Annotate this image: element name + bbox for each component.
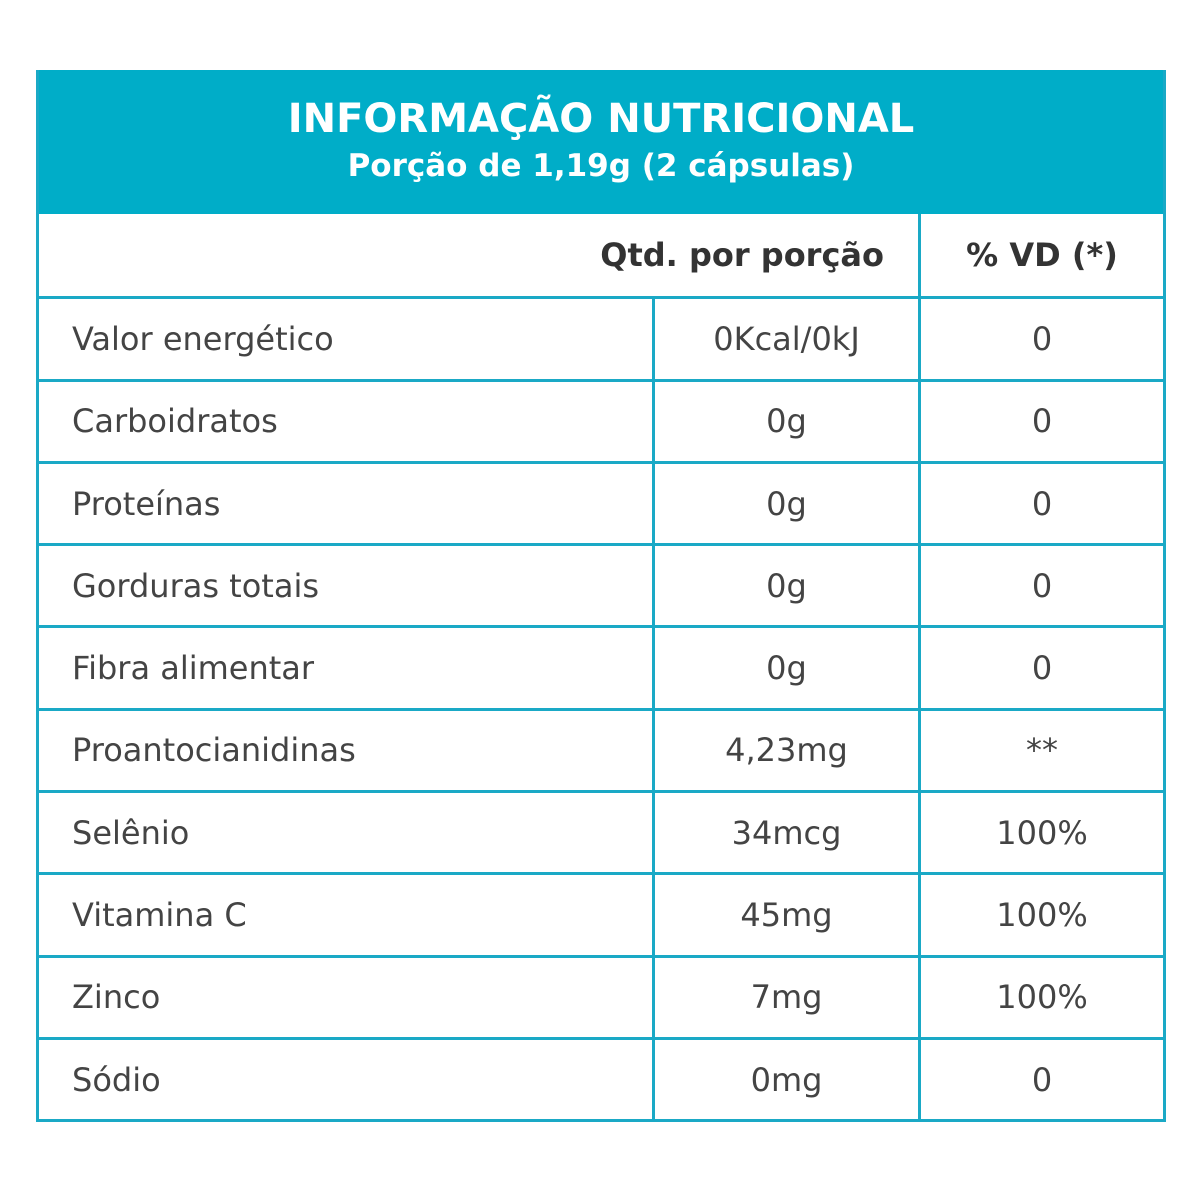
nutrient-name: Carboidratos [72, 402, 278, 441]
table-row: Carboidratos 0g 0 [39, 378, 1163, 461]
nutrient-daily-value: 0 [918, 1039, 1163, 1120]
nutrient-name: Zinco [72, 978, 161, 1017]
nutrient-quantity: 0Kcal/0kJ [652, 299, 918, 379]
nutrient-daily-value: 0 [918, 628, 1163, 708]
nutrient-name: Fibra alimentar [72, 649, 315, 688]
table-row: Fibra alimentar 0g 0 [39, 625, 1163, 708]
nutrient-name: Vitamina C [72, 896, 247, 935]
nutrient-name: Sódio [72, 1060, 161, 1099]
nutrient-quantity: 4,23mg [652, 710, 918, 791]
table-row: Proteínas 0g 0 [39, 460, 1163, 544]
nutrient-daily-value: 0 [918, 381, 1163, 461]
table-header: INFORMAÇÃO NUTRICIONAL Porção de 1,19g (… [39, 70, 1163, 214]
nutrient-quantity: 45mg [652, 875, 918, 955]
table-row: Proantocianidinas 4,23mg ** [39, 707, 1163, 791]
table-row: Selênio 34mcg 100% [39, 790, 1163, 873]
nutrient-quantity: 7mg [652, 957, 918, 1037]
nutrient-daily-value: 100% [918, 957, 1163, 1037]
nutrient-quantity: 0mg [652, 1039, 918, 1120]
table-row: Valor energético 0Kcal/0kJ 0 [39, 296, 1163, 379]
nutrient-daily-value: 100% [918, 793, 1163, 873]
table-row: Gorduras totais 0g 0 [39, 543, 1163, 626]
nutrient-daily-value: 0 [918, 546, 1163, 626]
nutrient-quantity: 34mcg [652, 793, 918, 873]
nutrient-quantity: 0g [652, 381, 918, 461]
nutrient-name: Valor energético [72, 319, 334, 358]
serving-size: Porção de 1,19g (2 cápsulas) [347, 148, 855, 184]
column-header-vd: % VD (*) [918, 214, 1163, 297]
table-title: INFORMAÇÃO NUTRICIONAL [287, 96, 915, 142]
table-row: Sódio 0mg 0 [39, 1036, 1163, 1120]
nutrient-quantity: 0g [652, 628, 918, 708]
nutrient-daily-value: 100% [918, 875, 1163, 955]
nutrient-quantity: 0g [652, 546, 918, 626]
nutrient-daily-value: 0 [918, 299, 1163, 379]
nutrient-daily-value: 0 [918, 463, 1163, 544]
table-row: Vitamina C 45mg 100% [39, 872, 1163, 955]
nutrition-table: INFORMAÇÃO NUTRICIONAL Porção de 1,19g (… [36, 70, 1166, 1123]
nutrient-name: Selênio [72, 813, 190, 852]
nutrient-daily-value: ** [918, 710, 1163, 791]
nutrient-name: Proteínas [72, 484, 221, 523]
nutrient-quantity: 0g [652, 463, 918, 544]
column-header-qty: Qtd. por porção [600, 236, 884, 275]
nutrient-name: Gorduras totais [72, 566, 320, 605]
column-header-row: Qtd. por porção % VD (*) [39, 214, 1163, 297]
table-row: Zinco 7mg 100% [39, 954, 1163, 1037]
nutrient-name: Proantocianidinas [72, 731, 356, 770]
